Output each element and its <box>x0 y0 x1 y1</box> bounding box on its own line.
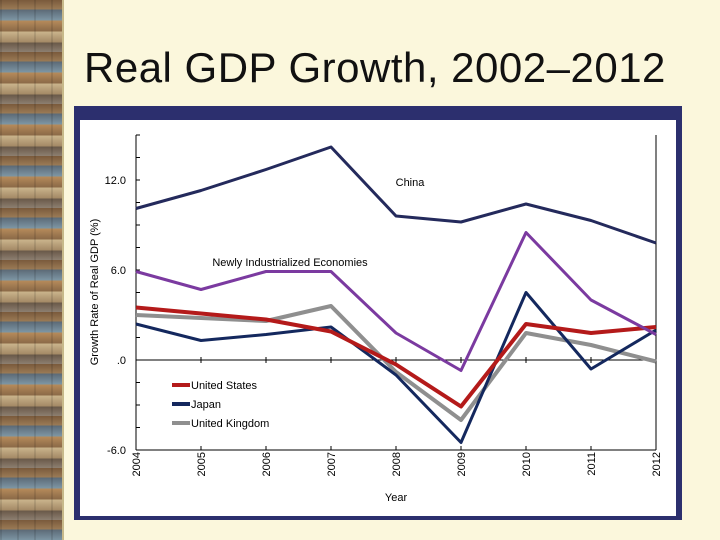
x-tick-label: 2008 <box>391 452 403 476</box>
x-tick-label: 2007 <box>326 452 338 476</box>
legend-label-uk: United Kingdom <box>191 418 269 430</box>
y-axis-title: Growth Rate of Real GDP (%) <box>89 219 101 366</box>
series-line-china <box>135 145 657 245</box>
legend-label-japan: Japan <box>191 399 221 411</box>
series-line-nie <box>135 231 657 372</box>
y-tick-label: 12.0 <box>105 175 126 187</box>
chart-labels: China Newly Industrialized Economies <box>212 177 425 269</box>
x-tick-label: 2009 <box>456 452 468 476</box>
x-tick-label: 2010 <box>521 452 533 476</box>
series-line-japan <box>135 291 657 444</box>
chart-legend: United States Japan United Kingdom <box>172 380 269 430</box>
x-tick-label: 2012 <box>651 452 663 476</box>
x-axis-title: Year <box>385 492 408 504</box>
y-tick-label: 6.0 <box>111 265 126 277</box>
x-tick-label: 2011 <box>586 452 598 476</box>
y-tick-label: .0 <box>117 355 126 367</box>
axes: 12.0 6.0 .0 -6.0 2004 2005 2006 2007 2008 2009 201… <box>89 134 663 504</box>
legend-label-us: United States <box>191 380 258 392</box>
x-tick-label: 2005 <box>196 452 208 476</box>
series-line-uk <box>135 304 657 422</box>
x-tick-label: 2004 <box>131 452 143 476</box>
annotation-newly-industrialized: Newly Industrialized Economies <box>212 257 368 269</box>
slide-title: Real GDP Growth, 2002–2012 <box>84 44 666 91</box>
annotation-china: China <box>396 177 426 189</box>
series-line-us <box>135 305 657 409</box>
x-tick-label: 2006 <box>261 452 273 476</box>
y-tick-label: -6.0 <box>107 445 126 457</box>
series-lines <box>135 145 657 444</box>
decorative-brick-wall <box>0 0 64 540</box>
